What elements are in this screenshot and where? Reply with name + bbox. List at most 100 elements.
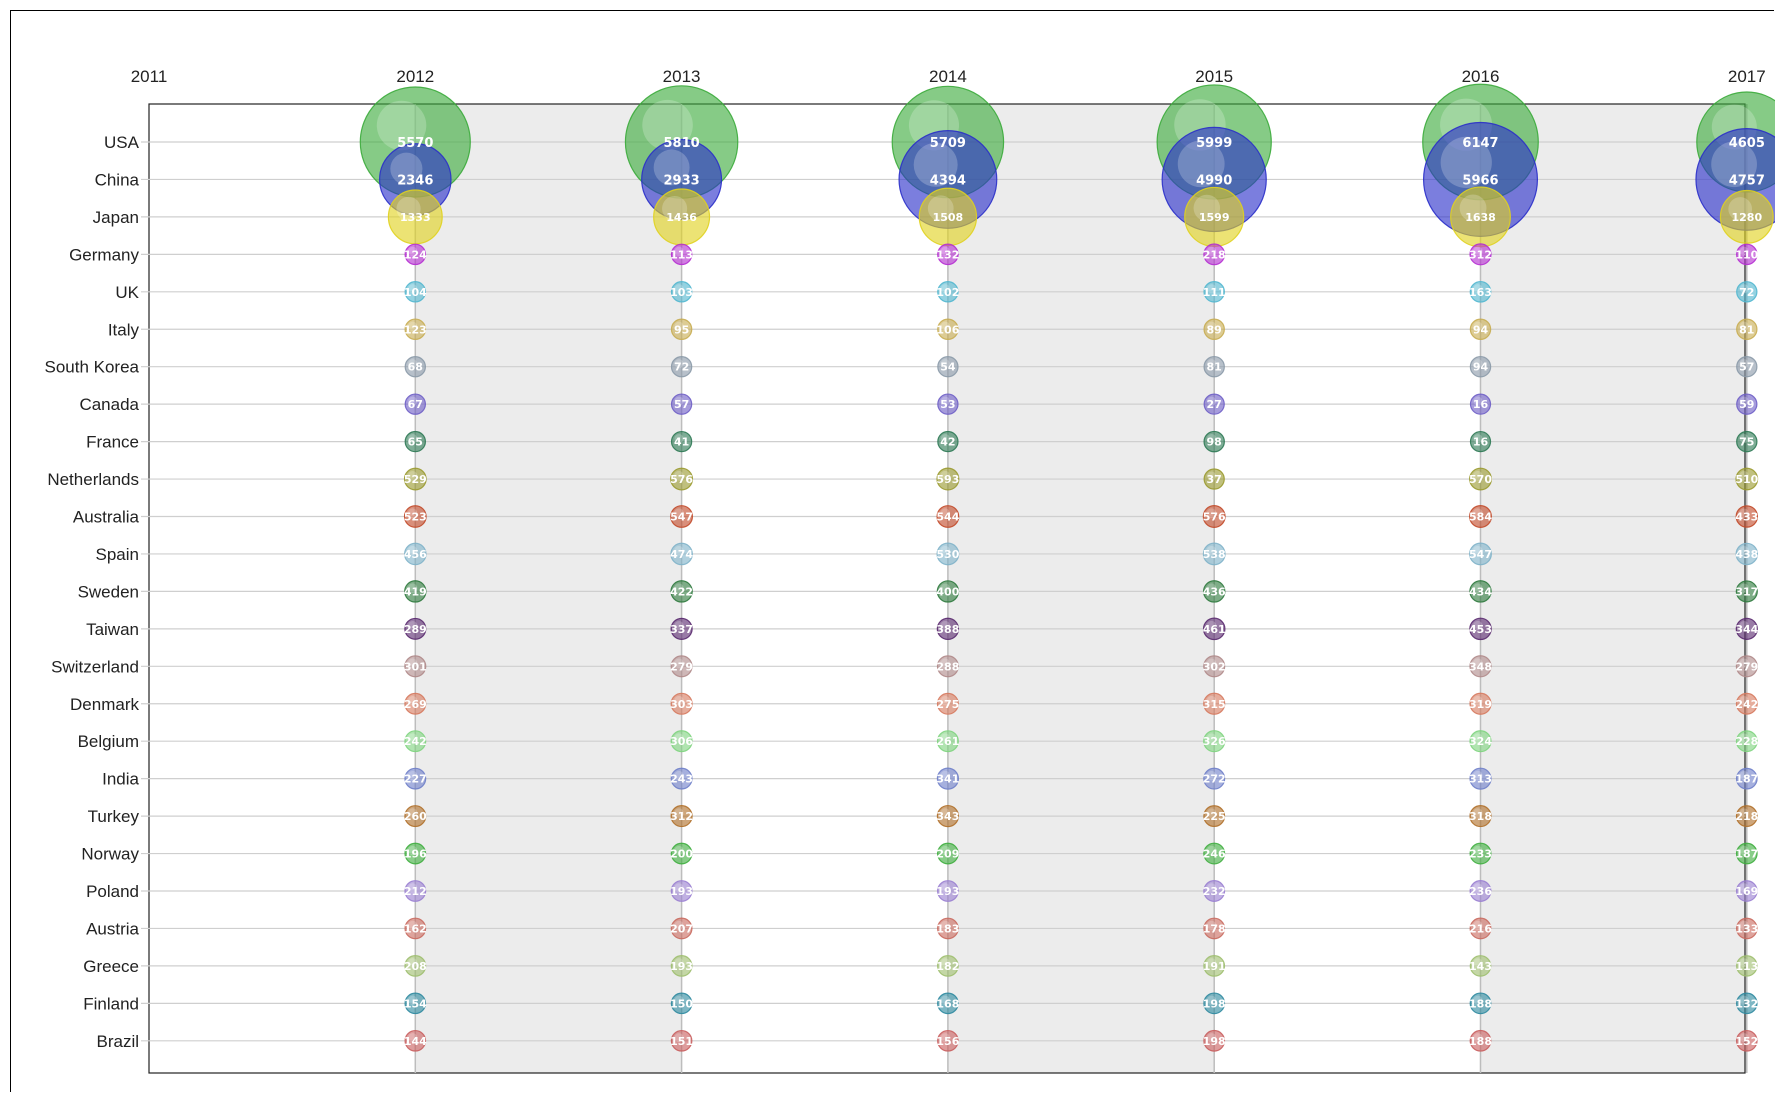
bubble (1469, 580, 1492, 603)
bubble-highlight (1206, 883, 1217, 893)
chart-frame (10, 10, 1774, 1092)
bubble (1735, 805, 1758, 828)
bubbles (359, 83, 1775, 1052)
bubble-highlight (1206, 658, 1217, 668)
bubble-highlight (1739, 545, 1749, 556)
bubble-highlight (674, 620, 684, 631)
bubble-value-label: 225 (1203, 810, 1226, 823)
bubble-value-label: 474 (670, 548, 693, 561)
bubble-highlight (1206, 995, 1217, 1005)
bubble-highlight (1739, 770, 1749, 781)
bubble (404, 842, 427, 865)
bubble-value-label: 132 (936, 248, 959, 261)
bubble-highlight (1473, 958, 1483, 968)
plot-band (947, 104, 1215, 1073)
bubble-highlight (674, 545, 684, 556)
bubble-highlight (1440, 136, 1492, 188)
bubble-value-label: 5570 (397, 136, 433, 151)
bubble (670, 430, 693, 453)
x-tick-label: 2015 (1195, 67, 1233, 86)
bubble-highlight (1739, 808, 1749, 818)
bubble-highlight (674, 434, 684, 444)
bubble-value-label: 95 (674, 323, 689, 336)
bubble (404, 430, 426, 453)
bubble (936, 505, 960, 528)
bubble (404, 318, 427, 341)
bubble (937, 430, 959, 453)
bubble-value-label: 326 (1203, 735, 1226, 748)
bubble (936, 617, 960, 641)
bubble-value-label: 183 (936, 922, 959, 935)
bubble (670, 655, 693, 678)
bubble-value-label: 593 (936, 473, 959, 486)
bubble (670, 917, 693, 940)
bubble (1203, 355, 1225, 378)
bubble-value-label: 200 (670, 848, 693, 861)
bubble (1736, 356, 1758, 378)
bubble (403, 505, 427, 528)
bubble (1203, 880, 1226, 902)
y-tick-label: Netherlands (47, 470, 139, 489)
bubble-highlight (1472, 545, 1483, 556)
bubble (670, 355, 693, 378)
bubble-value-label: 72 (674, 361, 689, 374)
bubble-value-label: 5966 (1462, 173, 1498, 188)
bubble (1469, 842, 1492, 865)
bubble-value-label: 216 (1469, 922, 1492, 935)
bubble-highlight (674, 284, 684, 294)
bubble-highlight (1473, 733, 1483, 743)
x-tick-label: 2011 (131, 67, 168, 86)
bubble (1735, 617, 1758, 640)
bubble-highlight (1711, 141, 1757, 188)
bubble-highlight (1206, 733, 1217, 743)
bubble-value-label: 124 (404, 248, 427, 261)
bubble-value-label: 288 (936, 660, 959, 673)
bubble-highlight (408, 733, 418, 743)
bubble-highlight (940, 246, 950, 256)
bubble-highlight (1206, 845, 1217, 856)
y-axis-tick-labels: USA China Japan Germany UK Italy South Korea Ca… (44, 133, 139, 1051)
bubble-value-label: 104 (404, 286, 427, 299)
bubble-value-label: 388 (936, 623, 959, 636)
bubble-value-label: 188 (1469, 1035, 1492, 1048)
bubble-highlight (1473, 995, 1483, 1005)
bubble-highlight (1739, 1033, 1749, 1043)
y-tick-label: Switzerland (51, 657, 139, 676)
bubble-value-label: 510 (1735, 473, 1758, 486)
bubble (1469, 243, 1492, 266)
bubble (937, 880, 959, 902)
bubble-highlight (674, 583, 684, 593)
bubble-highlight (1739, 583, 1749, 593)
bubble-highlight (674, 770, 684, 781)
bubble-highlight (940, 396, 950, 406)
bubble (1203, 767, 1226, 790)
bubble (404, 730, 427, 753)
bubble-highlight (1459, 194, 1487, 222)
bubble-value-label: 324 (1469, 735, 1492, 748)
bubble-highlight (1207, 321, 1217, 331)
bubble-highlight (407, 621, 418, 631)
bubble-highlight (662, 195, 688, 222)
bubble-highlight (1193, 194, 1221, 222)
bubble-value-label: 538 (1203, 548, 1226, 561)
bubble-value-label: 419 (404, 585, 427, 598)
bubble (1736, 393, 1758, 415)
x-tick-label: 2012 (396, 67, 434, 86)
bubble-highlight (407, 583, 418, 593)
bubble-highlight (408, 883, 418, 893)
bubble (1469, 767, 1492, 790)
bubble-highlight (1473, 658, 1483, 668)
y-tick-label: Australia (73, 508, 140, 527)
bubble (1203, 318, 1225, 340)
bubble-highlight (1206, 695, 1217, 706)
x-tick-label: 2017 (1728, 67, 1766, 86)
bubble-value-label: 400 (936, 585, 959, 598)
bubble (936, 580, 960, 603)
bubble (670, 542, 693, 566)
bubble-highlight (1473, 321, 1483, 331)
bubble-highlight (1739, 470, 1749, 481)
bubble-value-label: 576 (1203, 511, 1226, 524)
bubble-value-label: 151 (670, 1035, 693, 1048)
bubble-value-label: 198 (1203, 1035, 1226, 1048)
bubble (1469, 617, 1492, 641)
